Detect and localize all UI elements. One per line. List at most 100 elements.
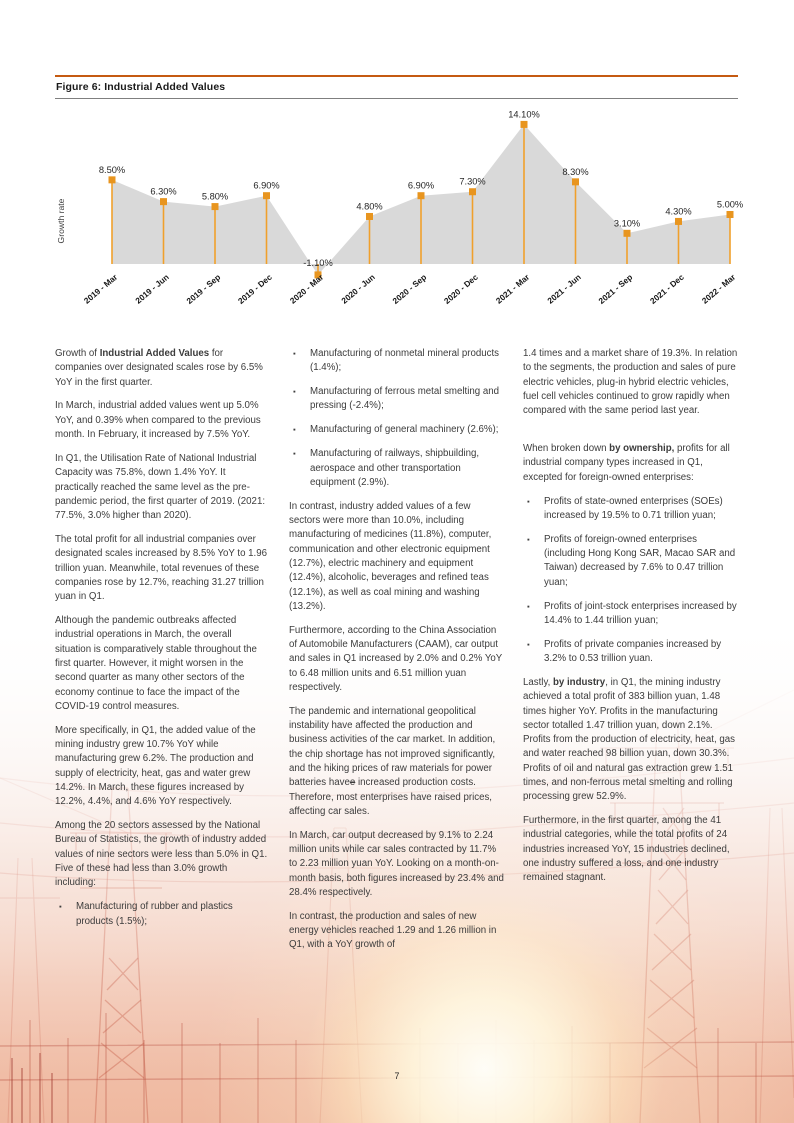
bullet-marker-icon: ▪ [59, 902, 62, 912]
text-segment: In Q1, the Utilisation Rate of National … [55, 452, 266, 522]
chart-marker [520, 120, 528, 128]
chart-marker [211, 203, 219, 211]
text-segment: More specifically, in Q1, the added valu… [55, 724, 256, 808]
chart-value-label: 5.80% [202, 192, 228, 202]
bullet-marker-icon: ▪ [293, 449, 296, 459]
bullet-item: ▪ Manufacturing of railways, shipbuilding… [289, 447, 504, 490]
paragraph: The pandemic and international geopoliti… [289, 705, 504, 819]
chart-value-label: 6.30% [150, 187, 176, 197]
chart-marker [417, 192, 425, 200]
text-segment: by ownership, [609, 443, 675, 455]
background-photo [0, 628, 794, 1123]
text-column-1: Growth of Industrial Added Values for co… [55, 347, 270, 962]
text-segment: Among the 20 sectors assessed by the Nat… [55, 820, 268, 889]
chart-marker [623, 229, 631, 237]
text-segment: for companies over designated scales ros… [55, 348, 263, 388]
paragraph: In March, industrial added values went u… [55, 399, 270, 442]
chart-tick-label: 2021 - Jun [545, 272, 583, 306]
paragraph: Lastly, by industry, in Q1, the mining i… [523, 676, 738, 805]
text-segment: Manufacturing of rubber and plastics pro… [76, 901, 233, 927]
text-segment: Although the pandemic outbreaks affected… [55, 615, 257, 712]
bullet-text: Manufacturing of ferrous metal smelting … [310, 385, 504, 414]
chart-tick-label: 2020 - Sep [390, 272, 428, 306]
chart-tick-label: 2021 - Mar [494, 271, 532, 305]
chart-value-label: 6.90% [253, 181, 279, 191]
text-segment: Growth of [55, 348, 100, 359]
paragraph: Furthermore, in the first quarter, among… [523, 814, 738, 885]
chart-marker [572, 178, 579, 186]
chart-value-label: 6.90% [408, 181, 434, 191]
text-segment: The pandemic and international geopoliti… [289, 705, 496, 789]
paragraph: In contrast, the production and sales of… [289, 910, 504, 953]
bullet-item: ▪ Manufacturing of general machinery (2.6… [289, 423, 504, 437]
chart-value-label: 4.80% [356, 201, 382, 211]
bullet-item: ▪ Profits of joint-stock enterprises incr… [523, 600, 738, 629]
bullet-text: Profits of foreign-owned enterprises (in… [544, 533, 738, 590]
bullet-marker-icon: ▪ [527, 639, 530, 649]
text-segment: Manufacturing of nonmetal mineral produc… [310, 348, 500, 374]
bullet-text: Manufacturing of rubber and plastics pro… [76, 900, 270, 929]
paragraph: In March, car output decreased by 9.1% t… [289, 829, 504, 900]
chart-tick-label: 2020 - Jun [339, 272, 377, 306]
bullet-item: ▪ Profits of foreign-owned enterprises (i… [523, 533, 738, 590]
chart-tick-label: 2021 - Dec [648, 272, 686, 306]
paragraph: In contrast, industry added values of a … [289, 500, 504, 614]
text-column-3: 1.4 times and a market share of 19.3%. I… [523, 347, 738, 962]
text-segment: In contrast, the production and sales of… [289, 910, 497, 951]
bullet-marker-icon: ▪ [527, 601, 530, 611]
text-segment: In March, car output decreased by 9.1% t… [289, 829, 504, 898]
text-segment: e [349, 777, 356, 789]
y-axis-label: Growth rate [56, 198, 66, 243]
text-segment: , in Q1, the mining industry achieved a … [523, 676, 735, 803]
paragraph: Although the pandemic outbreaks affected… [55, 614, 270, 714]
text-segment: Furthermore, according to the China Asso… [289, 624, 503, 693]
chart-tick-label: 2021 - Sep [596, 272, 634, 306]
text-segment: In contrast, industry added values of a … [289, 500, 492, 612]
chart-marker [726, 211, 734, 218]
bullet-marker-icon: ▪ [293, 387, 296, 397]
text-segment: Manufacturing of ferrous metal smelting … [310, 386, 500, 412]
text-segment: Manufacturing of general machinery (2.6%… [310, 424, 499, 436]
paragraph: Among the 20 sectors assessed by the Nat… [55, 819, 270, 890]
figure-header: Figure 6: Industrial Added Values [55, 75, 738, 99]
bullet-marker-icon: ▪ [527, 534, 530, 544]
chart-marker [469, 188, 476, 196]
bullet-text: Manufacturing of nonmetal mineral produc… [310, 347, 504, 376]
text-segment: Lastly, [523, 676, 553, 688]
chart-marker [314, 271, 322, 279]
chart-tick-label: 2019 - Sep [184, 272, 222, 306]
text-segment: The total profit for all industrial comp… [55, 534, 268, 603]
bullet-marker-icon: ▪ [293, 425, 296, 435]
chart-marker [366, 212, 373, 220]
chart-value-label: 14.10% [508, 109, 540, 119]
bullet-text: Profits of private companies increased b… [544, 638, 738, 667]
bullet-marker-icon: ▪ [527, 496, 530, 506]
text-segment: profits for all industrial company types… [523, 443, 730, 483]
text-segment: In March, industrial added values went u… [55, 400, 261, 441]
chart-marker [160, 198, 167, 206]
paragraph: More specifically, in Q1, the added valu… [55, 724, 270, 810]
chart-value-label: 3.10% [614, 218, 640, 228]
figure-title: Figure 6: Industrial Added Values [56, 81, 226, 93]
chart-marker [108, 176, 116, 184]
paragraph: Furthermore, according to the China Asso… [289, 624, 504, 695]
bullet-item: ▪ Manufacturing of rubber and plastics pr… [55, 900, 270, 929]
bullet-marker-icon: ▪ [293, 349, 296, 358]
chart-value-label: 8.30% [562, 167, 588, 177]
chart-value-label: 8.50% [99, 165, 125, 175]
text-segment: Furthermore, in the first quarter, among… [523, 815, 730, 884]
chart-value-label: 4.30% [665, 206, 691, 216]
chart-tick-label: 2022 - Mar [700, 271, 738, 305]
spacer [523, 428, 738, 442]
text-segment: Profits of foreign-owned enterprises (in… [544, 533, 736, 588]
bullet-item: ▪ Profits of state-owned enterprises (SOE… [523, 495, 738, 524]
text-segment: 1.4 times and a market share of 19.3%. I… [523, 348, 738, 417]
text-segment: by industry [552, 676, 606, 688]
chart-value-label: 5.00% [717, 200, 743, 210]
bullet-item: ▪ Profits of private companies increased … [523, 638, 738, 667]
chart-value-label: 7.30% [459, 177, 485, 187]
paragraph: 1.4 times and a market share of 19.3%. I… [523, 347, 738, 418]
chart-marker [675, 217, 682, 225]
text-segment: Profits of joint-stock enterprises incre… [544, 600, 737, 626]
